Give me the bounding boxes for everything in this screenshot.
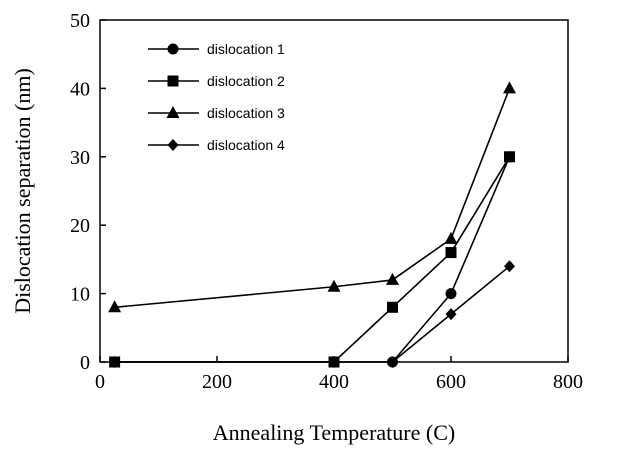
- axis-ticks: 0 200 400 600 800 0 10 20 30 40 50: [70, 10, 583, 393]
- legend-marker: [167, 139, 179, 151]
- x-axis-label: Annealing Temperature (C): [213, 420, 455, 445]
- legend-marker: [167, 75, 179, 87]
- data-point: [445, 308, 457, 321]
- data-point: [109, 356, 121, 368]
- legend-label: dislocation 1: [207, 41, 285, 57]
- y-tick-label: 10: [70, 284, 90, 306]
- y-axis-label: Dislocation separation (nm): [10, 68, 35, 314]
- series-line: [114, 156, 511, 363]
- series-line: [114, 156, 511, 363]
- data-point: [387, 356, 398, 368]
- y-tick-label: 40: [70, 78, 90, 100]
- data-point: [386, 272, 399, 285]
- data-point: [504, 260, 515, 273]
- x-tick-label: 200: [202, 371, 232, 393]
- data-point: [327, 279, 341, 292]
- legend-label: dislocation 4: [207, 137, 285, 153]
- y-tick-label: 50: [70, 10, 90, 32]
- plot-frame: [99, 19, 569, 363]
- data-point: [504, 151, 515, 163]
- series-1: [109, 151, 515, 368]
- y-tick-label: 20: [70, 215, 90, 237]
- legend-item-4: dislocation 4: [148, 137, 285, 153]
- series-line: [114, 88, 511, 309]
- x-tick-label: 0: [95, 371, 105, 393]
- data-point: [108, 300, 122, 313]
- legend-label: dislocation 2: [207, 73, 285, 89]
- data-point: [445, 247, 457, 259]
- data-point: [503, 81, 516, 94]
- series-2: [109, 151, 515, 368]
- legend-marker: [167, 43, 179, 55]
- legend-item-3: dislocation 3: [148, 105, 285, 121]
- legend: dislocation 1 dislocation 2 dislocation 3 d…: [148, 41, 285, 153]
- legend-marker: [166, 106, 180, 118]
- series-3: [108, 81, 516, 313]
- data-point: [328, 356, 340, 368]
- series-4: [109, 260, 515, 368]
- legend-label: dislocation 3: [207, 105, 285, 121]
- data-point: [445, 288, 457, 300]
- y-tick-label: 0: [80, 352, 90, 374]
- series-layer: [108, 81, 516, 368]
- legend-item-1: dislocation 1: [148, 41, 285, 57]
- x-tick-label: 800: [553, 371, 583, 393]
- x-tick-label: 400: [319, 371, 349, 393]
- legend-item-2: dislocation 2: [148, 73, 285, 89]
- y-tick-label: 30: [70, 147, 90, 169]
- data-point: [444, 231, 458, 244]
- data-point: [387, 301, 398, 313]
- x-tick-label: 600: [436, 371, 466, 393]
